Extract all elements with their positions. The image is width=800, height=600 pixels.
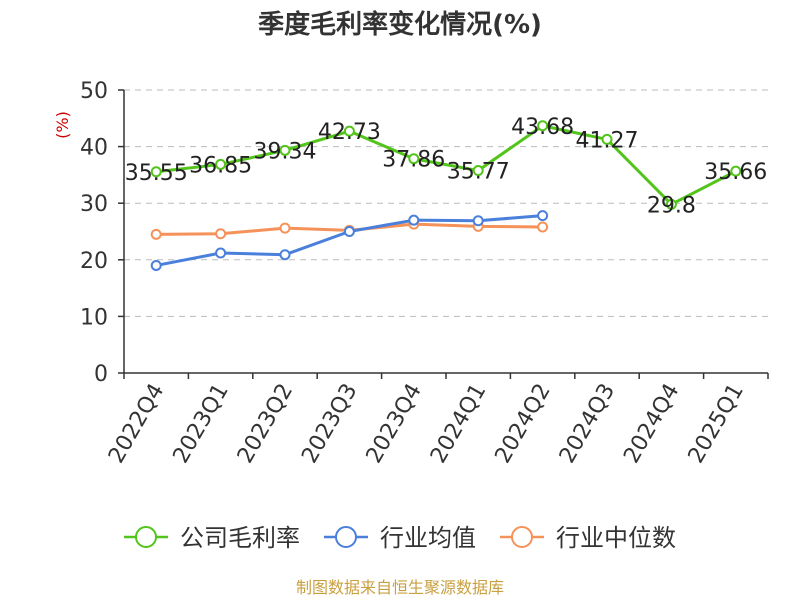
grid-layer bbox=[124, 89, 768, 317]
data-point bbox=[537, 221, 549, 233]
legend-marker bbox=[335, 526, 357, 548]
y-tick-label: 20 bbox=[80, 249, 108, 274]
x-tick-label: 2023Q3 bbox=[297, 380, 362, 468]
data-label: 35.55 bbox=[125, 161, 188, 186]
series-1 bbox=[150, 210, 549, 271]
data-point bbox=[537, 210, 549, 222]
x-tick-label: 2023Q2 bbox=[233, 380, 298, 468]
legend-item: 公司毛利率 bbox=[124, 524, 300, 552]
x-tick-label: 2024Q2 bbox=[490, 380, 555, 468]
data-label: 36.85 bbox=[189, 153, 252, 178]
data-label: 35.77 bbox=[447, 160, 510, 185]
data-point bbox=[343, 125, 355, 137]
legend-label: 行业中位数 bbox=[556, 524, 676, 552]
x-tick-label: 2022Q4 bbox=[104, 380, 169, 468]
data-label: 35.66 bbox=[704, 160, 767, 185]
legend-marker bbox=[135, 526, 157, 548]
y-tick-label: 50 bbox=[80, 79, 108, 104]
data-point bbox=[215, 247, 227, 259]
data-point bbox=[730, 165, 742, 177]
legend-item: 行业均值 bbox=[324, 524, 476, 552]
data-label: 29.8 bbox=[647, 193, 696, 218]
x-tick-label: 2024Q4 bbox=[619, 380, 684, 468]
data-point bbox=[537, 120, 549, 132]
data-label: 43.68 bbox=[511, 115, 574, 140]
series-line bbox=[155, 214, 543, 267]
y-tick-label: 30 bbox=[80, 192, 108, 217]
data-label: 41.27 bbox=[576, 128, 639, 153]
y-tick-label: 10 bbox=[80, 305, 108, 330]
x-tick-label: 2023Q4 bbox=[362, 380, 427, 468]
data-point bbox=[150, 166, 162, 178]
x-tick-label: 2024Q3 bbox=[555, 380, 620, 468]
legend-label: 行业均值 bbox=[380, 524, 476, 552]
x-tick-label: 2024Q1 bbox=[426, 380, 491, 468]
data-point bbox=[215, 228, 227, 240]
axis-layer: 0 10 20 30 40 50 2022Q4 2023Q1 2023Q2 2023Q3 2023Q… bbox=[80, 79, 769, 468]
legend: 公司毛利率 行业均值 行业中位数 bbox=[124, 524, 676, 552]
data-point bbox=[601, 133, 613, 145]
data-point bbox=[150, 259, 162, 271]
data-label: 37.86 bbox=[382, 148, 445, 173]
data-label: 39.34 bbox=[254, 139, 317, 164]
data-point bbox=[665, 198, 677, 210]
data-label: 42.73 bbox=[318, 120, 381, 145]
series-0 bbox=[150, 120, 742, 210]
y-tick-label: 40 bbox=[80, 136, 108, 161]
legend-marker bbox=[511, 526, 533, 548]
data-point bbox=[279, 222, 291, 234]
data-point bbox=[408, 214, 420, 226]
data-point bbox=[472, 165, 484, 177]
data-point bbox=[408, 153, 420, 165]
series-line bbox=[156, 124, 737, 206]
series-layer bbox=[150, 120, 742, 271]
legend-label: 公司毛利率 bbox=[180, 524, 300, 552]
y-axis-label: (%) bbox=[53, 111, 72, 139]
x-tick-label: 2025Q1 bbox=[684, 380, 749, 468]
chart-title: 季度毛利率变化情况(%) bbox=[258, 9, 542, 40]
x-tick-label: 2023Q1 bbox=[168, 380, 233, 468]
legend-item: 行业中位数 bbox=[500, 524, 676, 552]
data-point bbox=[472, 215, 484, 227]
data-point bbox=[150, 228, 162, 240]
source-note: 制图数据来自恒生聚源数据库 bbox=[296, 578, 504, 597]
data-point bbox=[215, 158, 227, 170]
data-point bbox=[279, 144, 291, 156]
y-tick-label: 0 bbox=[94, 362, 108, 387]
data-point bbox=[343, 226, 355, 237]
data-point bbox=[279, 249, 291, 261]
